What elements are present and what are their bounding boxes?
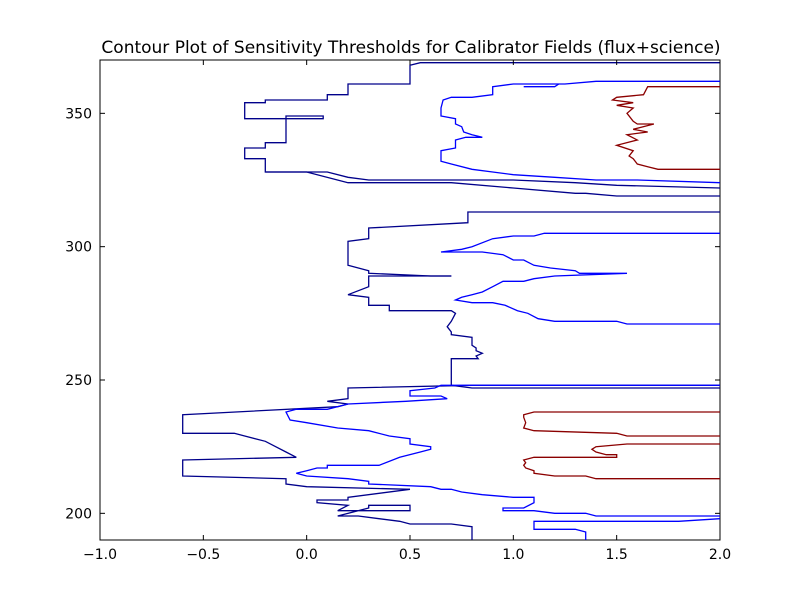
x-axis: −1.0 −0.5 0.0 0.5 1.0 1.5 2.0 [83,60,731,563]
contour-line-1 [440,80,721,184]
x-tick-label: 2.0 [709,547,731,563]
contour-line-3 [265,171,720,197]
x-tick-label: 1.5 [606,547,628,563]
y-tick-label: 300 [65,240,92,256]
contour-line-10 [285,384,720,517]
contour-lines [182,62,721,540]
chart-title: Contour Plot of Sensitivity Thresholds f… [101,38,720,58]
x-tick-label: 0.0 [296,547,318,563]
x-tick-label: −0.5 [186,547,220,563]
contour-line-7 [440,232,720,325]
contour-line-9 [316,488,473,540]
y-tick-label: 200 [65,506,92,522]
x-tick-label: −1.0 [83,547,117,563]
x-tick-label: 0.5 [399,547,421,563]
contour-line-4 [610,86,720,170]
x-tick-label: 1.0 [502,547,524,563]
contour-line-8 [182,384,720,490]
plot-area-frame [99,59,721,541]
y-axis: 200 250 300 350 [65,106,720,522]
contour-line-0 [244,62,721,189]
y-tick-label: 350 [65,106,92,122]
contour-line-5 [347,211,720,277]
contour-line-11 [533,518,721,540]
contour-line-2 [523,83,560,88]
contour-line-6 [347,275,720,389]
contour-line-13 [522,443,720,480]
y-tick-label: 250 [65,373,92,389]
contour-line-12 [522,411,720,437]
